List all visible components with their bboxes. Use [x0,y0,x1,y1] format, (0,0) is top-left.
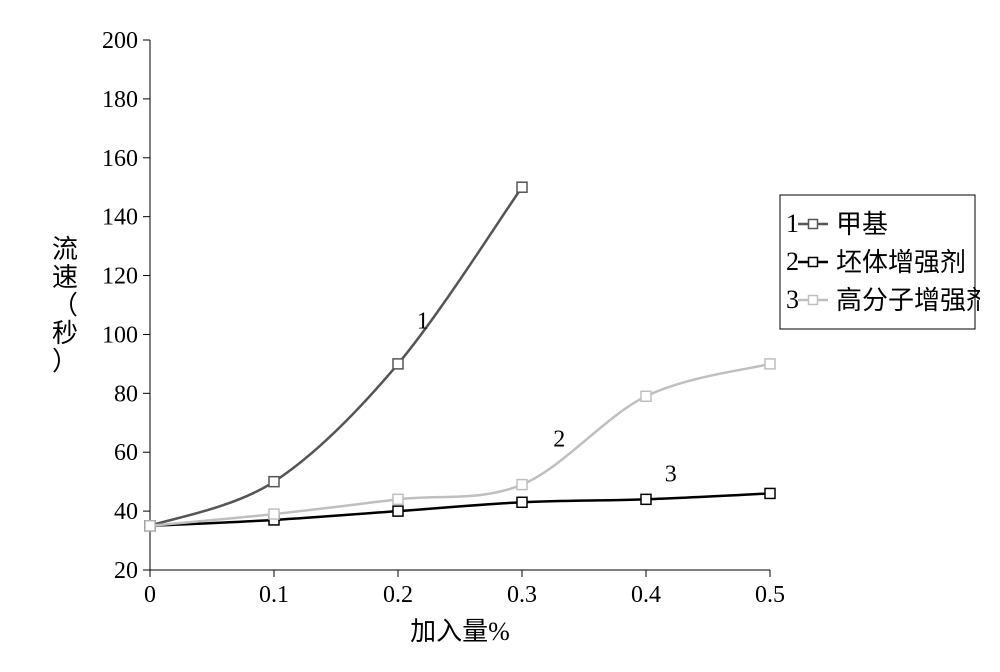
line-chart: 20 40 60 80 100 120 140 160 180 200 0 0.1 0.2 0.3 0.4 0… [20,20,980,652]
x-tick-label: 0.1 [259,582,289,608]
y-tick-label: 200 [102,28,138,54]
y-axis-title-char: ） [52,347,78,376]
series-marker-s3 [765,359,775,369]
legend-index: 1 [786,209,799,238]
series-line-s1 [150,187,522,526]
y-axis-title-char: （ [52,291,78,320]
series-marker-s2 [517,497,527,507]
y-tick-label: 20 [114,558,138,584]
x-tick-label: 0.5 [755,582,785,608]
series-marker-s2 [641,494,651,504]
y-tick-label: 180 [102,87,138,113]
x-tick-label: 0.4 [631,582,661,608]
legend-swatch-marker [809,220,818,229]
series-marker-s1 [517,182,527,192]
series-marker-s3 [393,494,403,504]
legend-swatch-marker [809,296,818,305]
y-tick-label: 60 [114,440,138,466]
axis-frame [150,40,770,570]
y-axis-title-char: 速 [52,263,78,292]
legend-index: 3 [786,285,799,314]
y-tick-label: 40 [114,499,138,525]
y-axis-title-char: 流 [52,235,78,264]
x-tick-label: 0.2 [383,582,413,608]
legend-label: 甲基 [836,210,888,239]
legend-label: 高分子增强剂 [836,286,980,315]
series-marker-s3 [641,391,651,401]
legend-swatch-marker [809,258,818,267]
y-tick-label: 140 [102,205,138,231]
legend-index: 2 [786,247,799,276]
series-inline-label-s2: 3 [665,462,677,488]
y-tick-label: 80 [114,381,138,407]
series-marker-s2 [765,488,775,498]
chart-container: 20 40 60 80 100 120 140 160 180 200 0 0.1 0.2 0.3 0.4 0… [20,20,980,652]
series-marker-s3 [145,521,155,531]
x-tick-label: 0.3 [507,582,537,608]
series-line-s3 [150,364,770,526]
y-tick-label: 120 [102,264,138,290]
y-tick-label: 160 [102,146,138,172]
series-inline-label-s1: 1 [417,309,429,335]
x-tick-label: 0 [144,582,156,608]
series-inline-label-s3: 2 [553,426,565,452]
legend-label: 坯体增强剂 [836,248,966,277]
series-marker-s3 [269,509,279,519]
y-tick-label: 100 [102,322,138,348]
series-marker-s1 [393,359,403,369]
y-axis-title-char: 秒 [52,319,78,348]
y-axis-title-group: 流速（秒） [52,235,78,376]
x-axis-title: 加入量% [410,617,510,646]
series-marker-s1 [269,477,279,487]
series-marker-s3 [517,480,527,490]
series-marker-s2 [393,506,403,516]
